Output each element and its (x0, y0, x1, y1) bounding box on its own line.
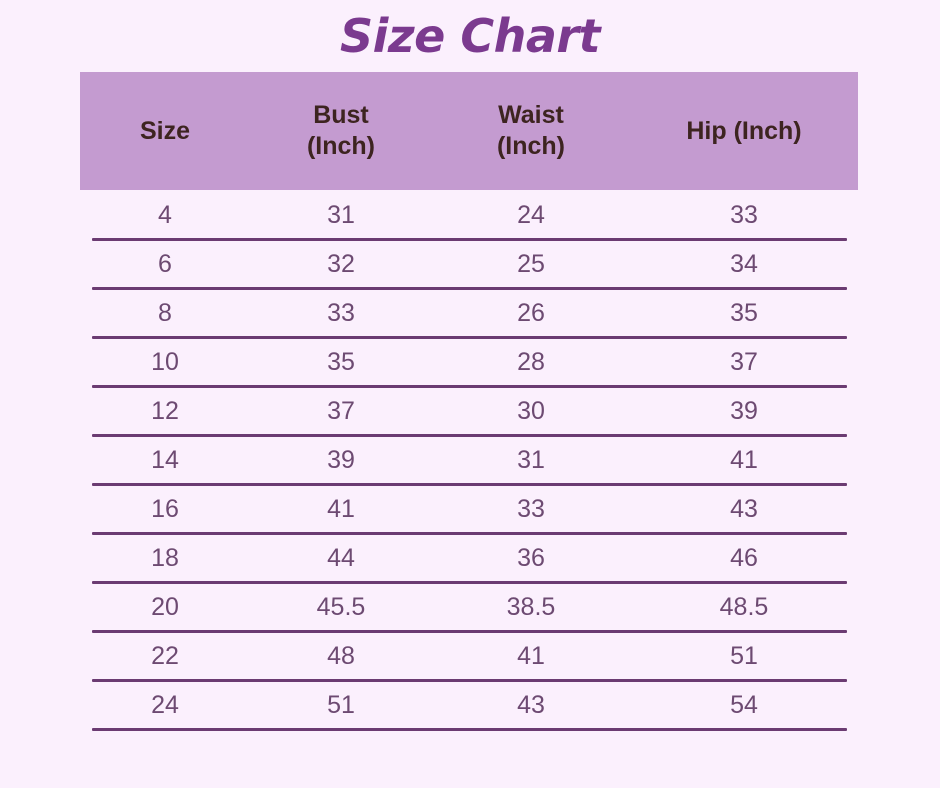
row-divider (92, 581, 847, 584)
table-cell-waist: 36 (517, 544, 545, 572)
table-cell-waist: 31 (517, 446, 545, 474)
table-cell-hip: 33 (730, 201, 758, 229)
row-divider (92, 336, 847, 339)
table-cell-hip: 48.5 (719, 593, 769, 621)
table-row: 6 32 25 34 (80, 241, 858, 287)
table-cell-waist: 24 (517, 201, 545, 229)
column-header-bust-line2: (Inch) (306, 132, 376, 160)
table-cell-size: 12 (151, 397, 179, 425)
row-divider (92, 287, 847, 290)
table-row: 24 51 43 54 (80, 682, 858, 728)
table-cell-bust: 32 (327, 250, 355, 278)
table-row: 20 45.5 38.5 48.5 (80, 584, 858, 630)
table-cell-size: 10 (151, 348, 179, 376)
table-cell-hip: 37 (730, 348, 758, 376)
column-header-waist: Waist (Inch) (432, 72, 630, 190)
column-header-waist-line2: (Inch) (496, 132, 566, 160)
page-title: Size Chart (339, 9, 601, 63)
table-row: 4 31 24 33 (80, 192, 858, 238)
row-divider (92, 728, 847, 731)
table-row: 8 33 26 35 (80, 290, 858, 336)
table-row: 10 35 28 37 (80, 339, 858, 385)
table-cell-hip: 35 (730, 299, 758, 327)
table-cell-size: 20 (151, 593, 179, 621)
table-body: 4 31 24 33 6 32 25 34 8 33 26 35 10 35 28 37 12 37 30 39 14 3… (80, 190, 858, 731)
table-cell-size: 14 (151, 446, 179, 474)
table-cell-size: 16 (151, 495, 179, 523)
row-divider (92, 385, 847, 388)
table-cell-size: 24 (151, 691, 179, 719)
table-cell-hip: 46 (730, 544, 758, 572)
column-header-bust: Bust (Inch) (250, 72, 432, 190)
size-chart-table: Size Bust (Inch) Waist (Inch) Hip (Inch) (80, 72, 858, 731)
table-header-row: Size Bust (Inch) Waist (Inch) Hip (Inch) (80, 72, 858, 190)
table-cell-waist: 25 (517, 250, 545, 278)
table-cell-bust: 31 (327, 201, 355, 229)
table-cell-waist: 41 (517, 642, 545, 670)
table-cell-bust: 35 (327, 348, 355, 376)
column-header-bust-line1: Bust (313, 101, 369, 129)
table-cell-waist: 30 (517, 397, 545, 425)
table-row: 14 39 31 41 (80, 437, 858, 483)
row-divider (92, 434, 847, 437)
table-cell-hip: 39 (730, 397, 758, 425)
table-cell-hip: 41 (730, 446, 758, 474)
table-cell-size: 22 (151, 642, 179, 670)
table-row: 16 41 33 43 (80, 486, 858, 532)
row-divider (92, 483, 847, 486)
column-header-hip: Hip (Inch) (630, 72, 858, 190)
table-row: 22 48 41 51 (80, 633, 858, 679)
table-cell-bust: 41 (327, 495, 355, 523)
table-cell-waist: 28 (517, 348, 545, 376)
table-cell-hip: 54 (730, 691, 758, 719)
table-cell-bust: 45.5 (316, 593, 366, 621)
table-cell-bust: 44 (327, 544, 355, 572)
table-cell-waist: 38.5 (506, 593, 556, 621)
table-cell-bust: 48 (327, 642, 355, 670)
row-divider (92, 532, 847, 535)
table-cell-bust: 33 (327, 299, 355, 327)
table-cell-waist: 26 (517, 299, 545, 327)
table-row: 18 44 36 46 (80, 535, 858, 581)
column-header-waist-line1: Waist (498, 101, 564, 129)
table-cell-hip: 51 (730, 642, 758, 670)
row-divider (92, 679, 847, 682)
table-row: 12 37 30 39 (80, 388, 858, 434)
table-cell-bust: 37 (327, 397, 355, 425)
column-header-size-line1: Size (139, 116, 191, 145)
table-cell-bust: 39 (327, 446, 355, 474)
table-cell-size: 4 (158, 201, 172, 229)
row-divider (92, 238, 847, 241)
table-cell-size: 8 (158, 299, 172, 327)
table-cell-bust: 51 (327, 691, 355, 719)
table-cell-waist: 43 (517, 691, 545, 719)
table-cell-hip: 43 (730, 495, 758, 523)
table-cell-size: 6 (158, 250, 172, 278)
table-cell-size: 18 (151, 544, 179, 572)
column-header-hip-line1: Hip (Inch) (686, 116, 802, 145)
row-divider (92, 630, 847, 633)
table-cell-waist: 33 (517, 495, 545, 523)
column-header-size: Size (80, 72, 250, 190)
table-cell-hip: 34 (730, 250, 758, 278)
